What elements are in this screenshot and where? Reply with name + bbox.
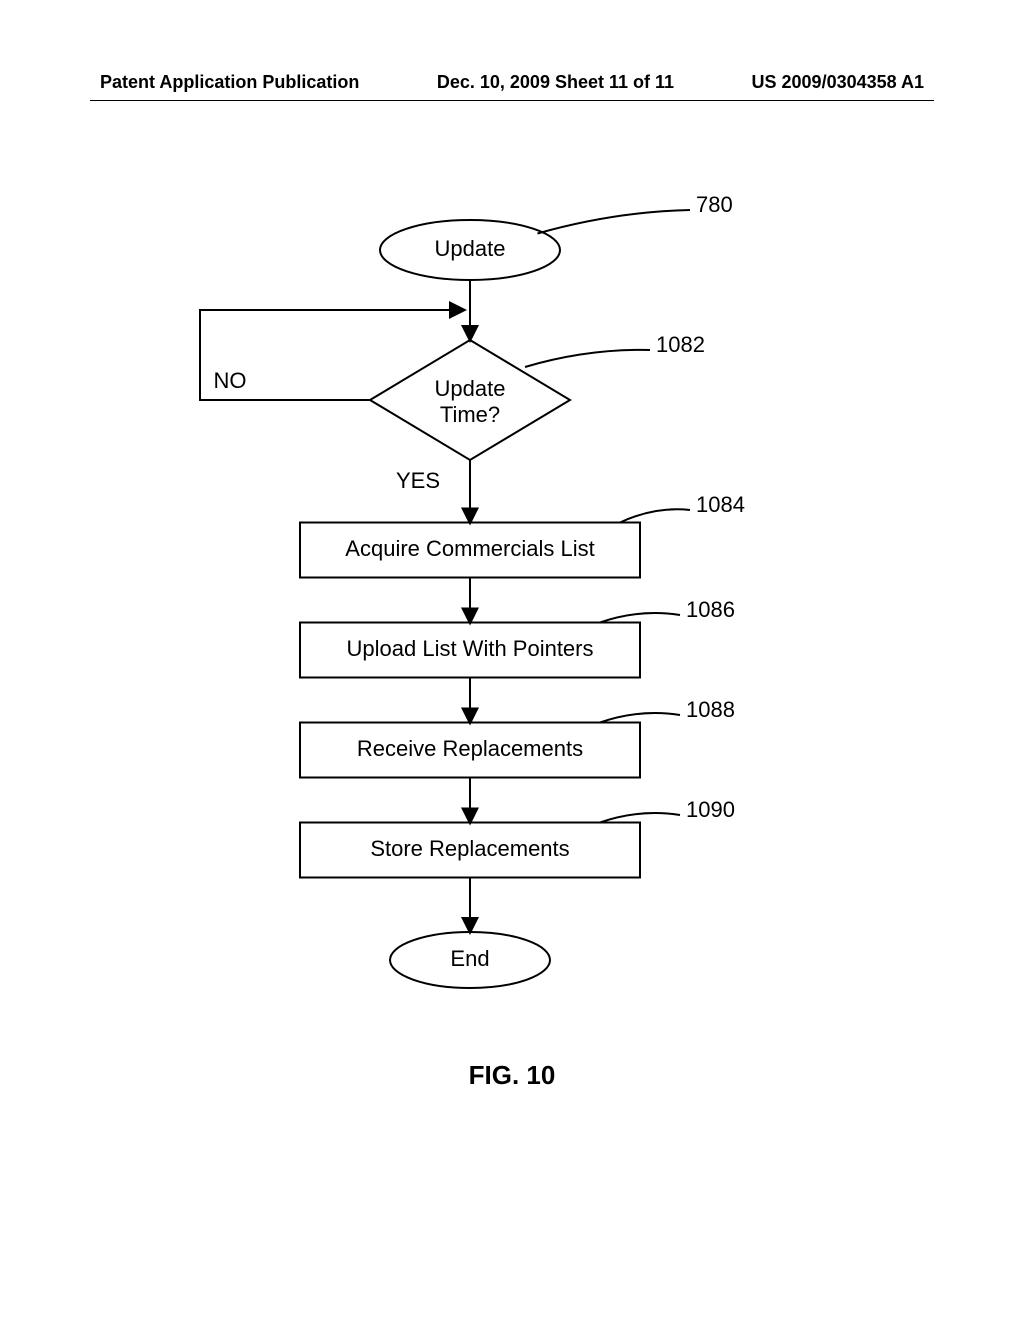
header-center: Dec. 10, 2009 Sheet 11 of 11: [437, 72, 674, 93]
header-rule: [90, 100, 934, 101]
leader-1082: [525, 350, 650, 367]
ref-1090: 1090: [686, 797, 735, 822]
leader-1090: [600, 813, 680, 822]
ref-1086: 1086: [686, 597, 735, 622]
leader-1088: [600, 713, 680, 722]
ref-1082: 1082: [656, 332, 705, 357]
figure-label: FIG. 10: [0, 1060, 1024, 1091]
node-decision-label1: Update: [435, 376, 506, 401]
header-left: Patent Application Publication: [100, 72, 359, 93]
leader-1086: [600, 613, 680, 622]
node-start-label: Update: [435, 236, 506, 261]
leader-780: [538, 210, 691, 234]
branch-yes: YES: [396, 468, 440, 493]
flowchart: UpdateUpdateTime?Acquire Commercials Lis…: [0, 160, 1024, 1060]
leader-1084: [620, 509, 690, 522]
ref-780: 780: [696, 192, 733, 217]
ref-1084: 1084: [696, 492, 745, 517]
node-box3-label: Receive Replacements: [357, 736, 583, 761]
page-header: Patent Application Publication Dec. 10, …: [0, 72, 1024, 99]
node-box4-label: Store Replacements: [370, 836, 569, 861]
header-right: US 2009/0304358 A1: [752, 72, 924, 93]
ref-1088: 1088: [686, 697, 735, 722]
node-end-label: End: [450, 946, 489, 971]
branch-no: NO: [214, 368, 247, 393]
node-box2-label: Upload List With Pointers: [347, 636, 594, 661]
node-decision-label2: Time?: [440, 402, 500, 427]
node-box1-label: Acquire Commercials List: [345, 536, 594, 561]
